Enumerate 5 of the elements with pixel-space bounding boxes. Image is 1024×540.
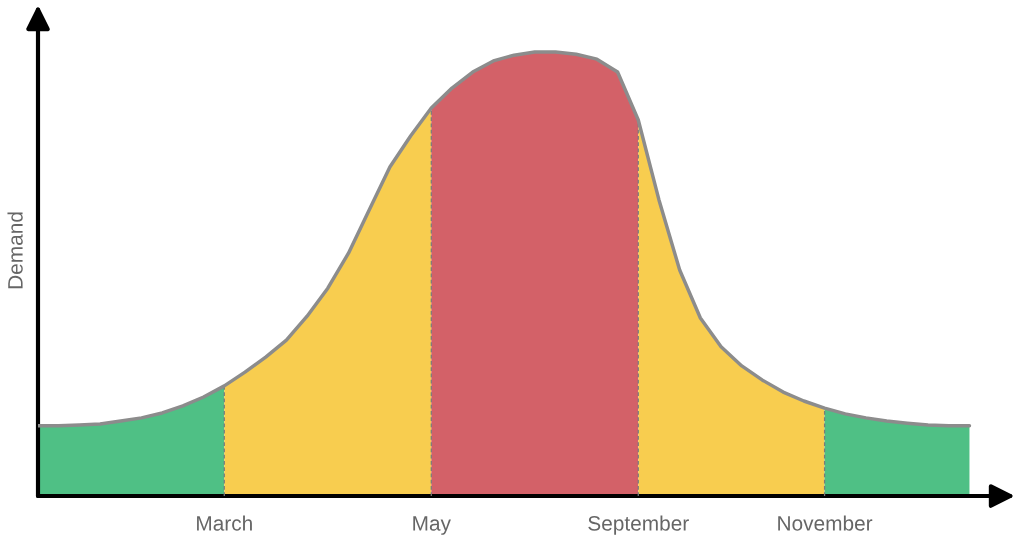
x-tick-label: November xyxy=(778,515,873,531)
x-tick-label: May xyxy=(413,516,451,535)
y-axis-title: Demand xyxy=(7,212,23,289)
x-tick-label: March xyxy=(197,515,252,531)
x-tick-label: September xyxy=(588,515,689,535)
